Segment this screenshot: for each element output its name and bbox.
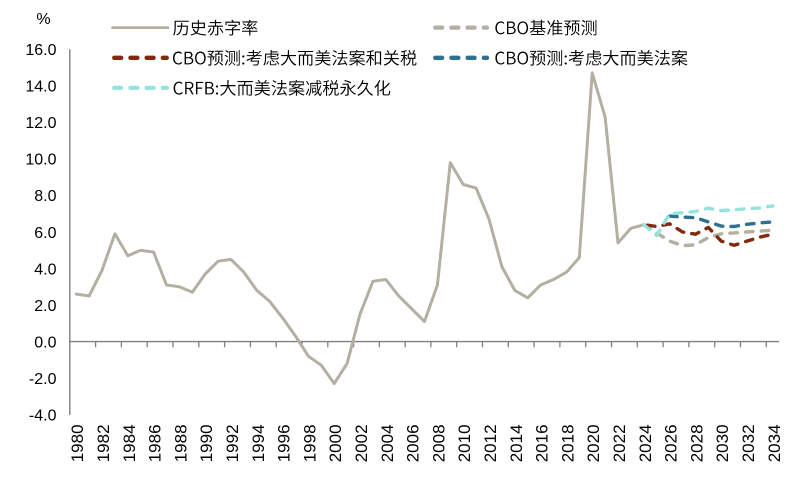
svg-text:2014: 2014: [507, 424, 526, 462]
svg-text:2008: 2008: [429, 424, 448, 462]
svg-text:2002: 2002: [352, 424, 371, 462]
svg-text:1982: 1982: [94, 424, 113, 462]
svg-text:2030: 2030: [713, 424, 732, 462]
svg-text:%: %: [36, 11, 50, 28]
svg-text:10.0: 10.0: [25, 152, 56, 169]
svg-text:2016: 2016: [533, 424, 552, 462]
svg-text:2022: 2022: [610, 424, 629, 462]
svg-text:2006: 2006: [404, 424, 423, 462]
svg-text:1984: 1984: [120, 424, 139, 462]
svg-text:6.0: 6.0: [34, 225, 56, 242]
svg-text:2004: 2004: [378, 424, 397, 462]
svg-text:2020: 2020: [584, 424, 603, 462]
svg-text:1994: 1994: [249, 424, 268, 462]
svg-text:2000: 2000: [326, 424, 345, 462]
svg-text:1996: 1996: [275, 424, 294, 462]
svg-text:2018: 2018: [558, 424, 577, 462]
svg-text:0.0: 0.0: [34, 334, 56, 351]
svg-text:2.0: 2.0: [34, 298, 56, 315]
svg-text:1988: 1988: [171, 424, 190, 462]
svg-text:1986: 1986: [146, 424, 165, 462]
svg-text:2010: 2010: [455, 424, 474, 462]
svg-text:2026: 2026: [662, 424, 681, 462]
svg-text:-4.0: -4.0: [29, 408, 57, 425]
svg-text:-2.0: -2.0: [29, 371, 57, 388]
svg-text:2034: 2034: [765, 424, 784, 462]
svg-text:1992: 1992: [223, 424, 242, 462]
svg-text:2028: 2028: [687, 424, 706, 462]
svg-text:2012: 2012: [481, 424, 500, 462]
svg-text:8.0: 8.0: [34, 188, 56, 205]
svg-text:2032: 2032: [739, 424, 758, 462]
svg-text:4.0: 4.0: [34, 261, 56, 278]
svg-text:1998: 1998: [300, 424, 319, 462]
svg-text:16.0: 16.0: [25, 42, 56, 59]
svg-text:14.0: 14.0: [25, 79, 56, 96]
svg-text:1990: 1990: [197, 424, 216, 462]
svg-text:2024: 2024: [636, 424, 655, 462]
svg-text:1980: 1980: [68, 424, 87, 462]
svg-text:12.0: 12.0: [25, 115, 56, 132]
